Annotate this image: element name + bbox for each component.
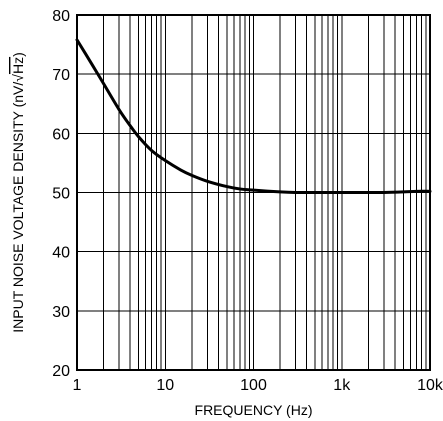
x-tick-label: 1: [73, 377, 82, 394]
x-tick-label: 1k: [333, 377, 351, 394]
y-tick-label: 70: [52, 67, 70, 84]
y-tick-label: 30: [52, 304, 70, 321]
x-tick-label: 10k: [417, 377, 443, 394]
x-tick-label: 10: [156, 377, 174, 394]
x-axis-title: FREQUENCY (Hz): [195, 402, 313, 418]
y-axis-title-radical: √: [10, 74, 26, 82]
noise-density-curve: [75, 38, 432, 195]
tick-labels: 1 10 100 1k 10k 20 30 40 50 60 70 80: [52, 8, 443, 394]
y-axis-title: INPUT NOISE VOLTAGE DENSITY (nV/√Hz): [10, 52, 26, 333]
y-tick-label: 80: [52, 8, 70, 25]
plot-frame: [76, 14, 431, 371]
plot-border: [76, 14, 431, 371]
y-axis-title-suffix: ): [10, 52, 26, 57]
x-tick-label: 100: [240, 377, 267, 394]
y-tick-label: 40: [52, 245, 70, 262]
y-tick-label: 60: [52, 126, 70, 143]
y-tick-label: 20: [52, 363, 70, 380]
y-axis-title-text: INPUT NOISE VOLTAGE DENSITY (nV/: [10, 82, 26, 333]
series-layer: [75, 38, 432, 195]
y-tick-label: 50: [52, 186, 70, 203]
y-axis-title-radicand: Hz: [10, 57, 26, 74]
